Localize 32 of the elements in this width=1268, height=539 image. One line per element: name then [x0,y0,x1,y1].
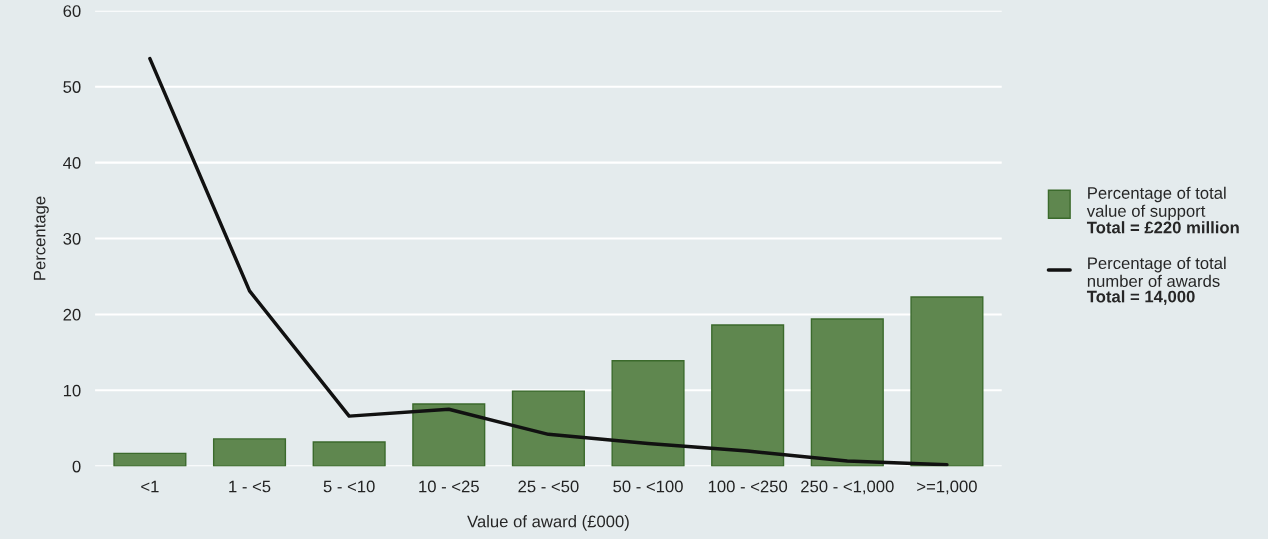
bar [412,403,486,467]
text: Total = £220 million [1086,221,1239,234]
bar [810,318,884,467]
x-tick-label: 1 - <5 [229,480,271,493]
legend-label: Percentage of total value of support [1086,186,1226,221]
y-tick-label: 30 [63,232,81,245]
x-tick-label: 250 - <1,000 [801,480,894,495]
y-tick-label: 20 [63,308,81,321]
y-tick-label: 10 [63,384,81,397]
bar [312,441,386,467]
x-tick-label: 100 - <250 [708,480,788,493]
x-tick-label: 5 - <10 [323,480,375,493]
y-tick-label: 60 [63,5,81,17]
x-tick-label: <1 [141,480,159,493]
y-tick-label: 0 [72,460,81,473]
line-series [148,56,949,467]
bar [910,296,984,467]
text: Total = 14,000 [1086,290,1195,305]
x-tick-label: 10 - <25 [419,480,479,493]
y-tick-label: 50 [63,81,81,93]
bar [113,452,187,467]
y-tick-label: 40 [63,157,81,169]
bar [212,438,287,467]
x-tick-label: >=1,000 [917,480,977,495]
bar [711,324,785,467]
bar [611,360,685,467]
y-axis-title: Percentage [33,196,49,280]
x-tick-label: 25 - <50 [518,480,579,493]
bar [511,390,585,467]
x-tick-label: 50 - <100 [613,480,683,493]
legend-label: Percentage of total number of awards [1087,256,1226,288]
x-axis-title: Value of award (£000) [467,515,629,531]
